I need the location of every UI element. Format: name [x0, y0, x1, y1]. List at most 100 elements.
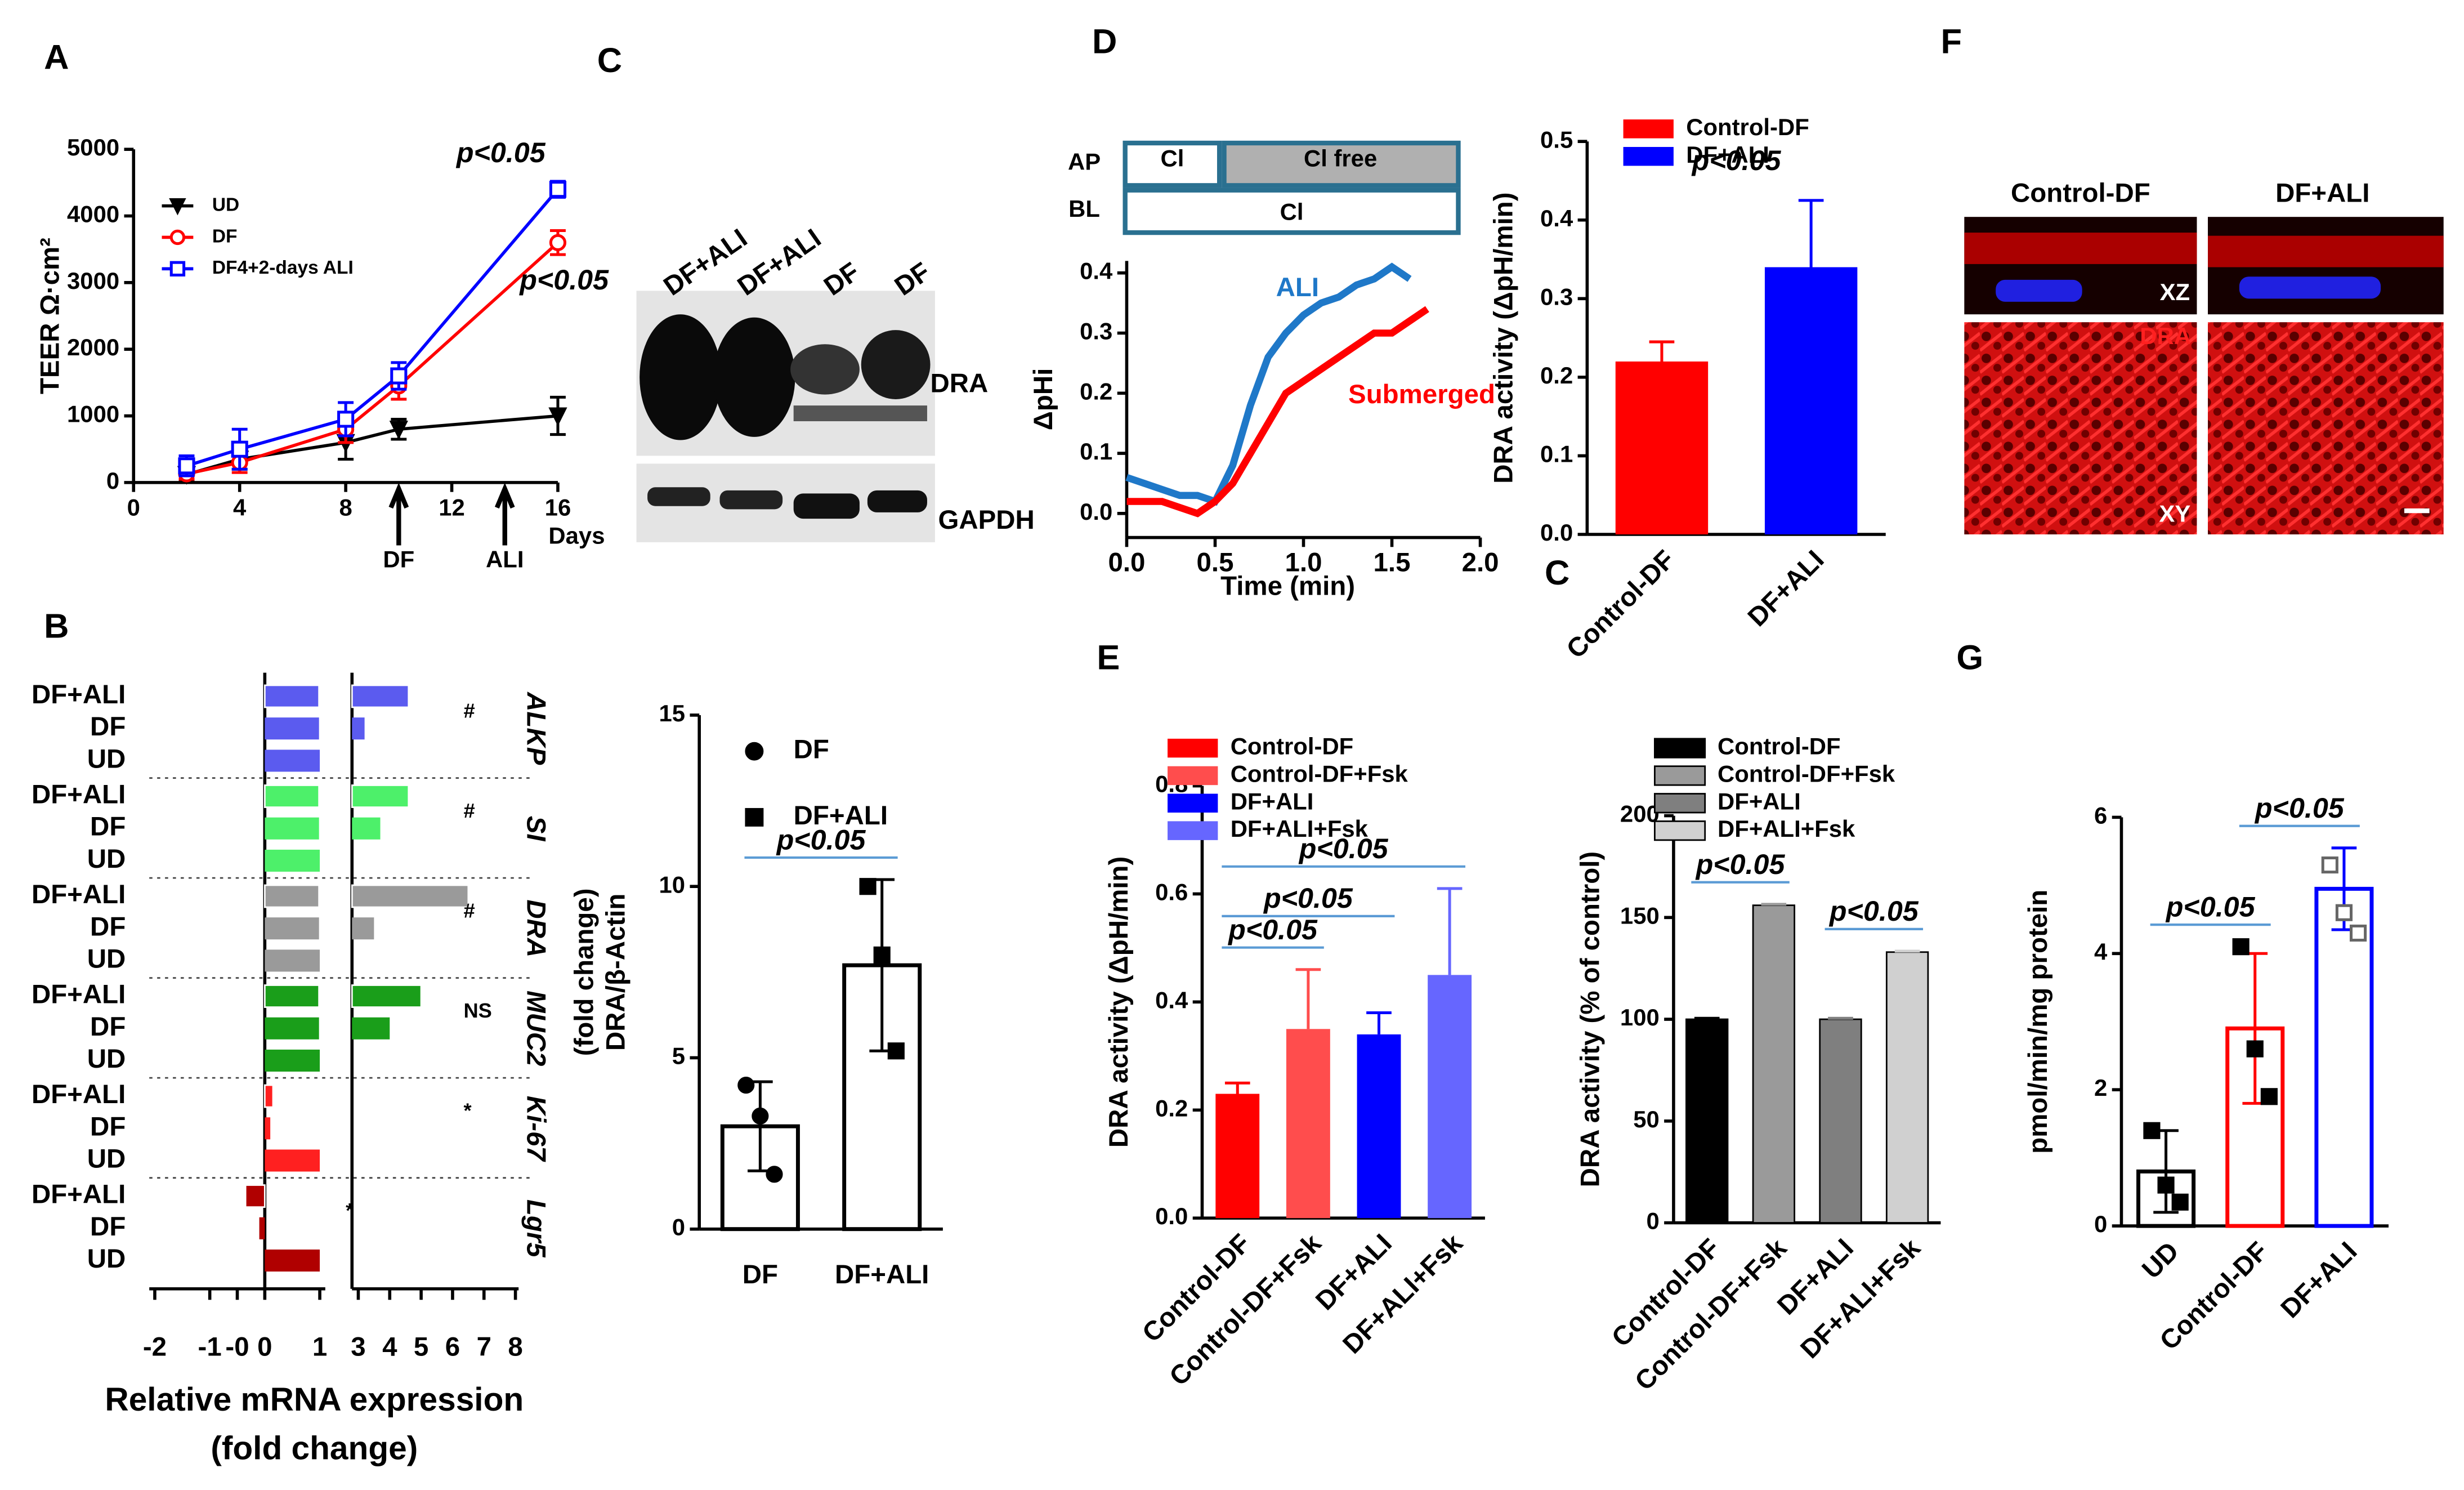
band — [647, 487, 710, 506]
marker — [2157, 1176, 2175, 1194]
category-label: DF+ALI — [32, 1180, 126, 1210]
x-tick-label: -1 — [198, 1332, 222, 1362]
bar — [265, 849, 320, 872]
legend-swatch — [1623, 146, 1674, 166]
marker — [2143, 1122, 2161, 1139]
y-tick-label: 4 — [2094, 938, 2108, 965]
error-bar — [1798, 199, 1824, 267]
bar — [1885, 951, 1929, 1224]
x-tick-label: DF+ALI — [1742, 545, 1830, 632]
x-tick-label: 5 — [414, 1332, 428, 1362]
bar — [1819, 1018, 1862, 1224]
group-label: SI — [521, 816, 551, 842]
x-tick-label: 16 — [545, 494, 571, 520]
error-bar — [1295, 968, 1321, 1029]
category-label: DF+ALI — [32, 880, 126, 909]
marker — [548, 407, 567, 426]
y-tick-label: 0.4 — [1080, 258, 1113, 284]
error-bar — [1828, 1016, 1853, 1020]
series-line — [1126, 306, 1429, 518]
category-label: DF — [90, 712, 126, 742]
marker — [737, 1077, 755, 1094]
legend-swatch — [1168, 793, 1218, 813]
significance-label: * — [463, 1099, 472, 1122]
bar — [263, 884, 320, 908]
legend-label: DF — [212, 226, 238, 247]
x-tick-label: 4 — [382, 1332, 397, 1362]
x-tick-label: 0 — [257, 1332, 272, 1362]
x-tick-label: -0 — [225, 1332, 249, 1362]
y-axis-label: pmol/min/mg protein — [2023, 890, 2053, 1154]
category-label: UD — [87, 1044, 126, 1074]
marker — [178, 457, 195, 475]
band — [793, 405, 927, 422]
images — [1964, 217, 2444, 534]
arrow — [388, 483, 409, 546]
y-tick-label: 4000 — [67, 201, 119, 227]
protocol-label: Cl free — [1304, 145, 1377, 172]
legend-swatch — [1168, 821, 1218, 840]
y-axis-label: DRA/β-Actin — [601, 894, 631, 1051]
legend-label: DF+ALI+Fsk — [1718, 815, 1855, 842]
image-xy — [2207, 322, 2444, 534]
band — [790, 344, 860, 395]
y-tick-label: 0.0 — [1540, 519, 1573, 546]
y-tick-label: 0.2 — [1080, 378, 1112, 404]
category-label: DF — [90, 812, 126, 842]
y-tick-label: 15 — [659, 700, 686, 726]
x-tick-label: 7 — [477, 1332, 491, 1362]
marker — [2232, 938, 2250, 956]
y-axis-label: TEER Ω·cm² — [35, 238, 65, 394]
y-tick-label: 0.3 — [1080, 318, 1112, 345]
marker — [887, 1042, 905, 1060]
nuclei — [2239, 276, 2381, 299]
bar — [352, 917, 374, 940]
y-tick-label: 0.6 — [1155, 879, 1188, 905]
category-label: DF — [90, 1212, 126, 1242]
y-tick-label: 0.3 — [1540, 283, 1573, 310]
y-axis-label: (fold change) — [570, 888, 600, 1056]
category-label: DF — [90, 912, 126, 942]
bar — [265, 817, 319, 840]
marker — [2349, 924, 2367, 942]
x-tick-label: 6 — [445, 1332, 460, 1362]
error-bar — [1366, 1011, 1392, 1034]
marker — [766, 1166, 783, 1183]
band — [861, 330, 931, 399]
x-tick-label: DF+ALI — [835, 1260, 929, 1290]
significance-label: p<0.05 — [518, 264, 609, 296]
y-tick-label: 0.0 — [1080, 498, 1112, 525]
y-tick-label: 6 — [2094, 802, 2107, 828]
bar — [263, 784, 320, 808]
bar — [2314, 886, 2374, 1228]
y-tick-label: 0.5 — [1540, 126, 1573, 153]
marker — [169, 229, 186, 246]
error-bar — [1694, 1016, 1720, 1020]
panel-label: F — [1940, 22, 1962, 61]
y-tick-label: 50 — [1633, 1106, 1660, 1132]
y-tick-label: 150 — [1620, 902, 1660, 929]
bar — [265, 717, 319, 740]
bar — [265, 1117, 271, 1140]
band-label: DRA — [931, 368, 989, 398]
band — [640, 314, 722, 440]
legend-swatch — [1168, 766, 1218, 786]
series-line — [1125, 262, 1412, 506]
marker — [549, 234, 567, 251]
x-tick-label: 3 — [351, 1332, 365, 1362]
y-axis-label: DRA activity (ΔpH/min) — [1489, 192, 1519, 483]
series-label: ALI — [1276, 273, 1319, 302]
bar — [352, 817, 381, 840]
panel-label: G — [1956, 638, 1983, 677]
x-axis-label: (fold change) — [211, 1430, 418, 1467]
marker — [169, 261, 186, 276]
legend-swatch — [1168, 738, 1218, 758]
y-tick-label: 200 — [1620, 801, 1660, 827]
bar — [1215, 1094, 1260, 1219]
panel-label: A — [44, 38, 69, 77]
significance-label: * — [346, 1199, 354, 1222]
x-axis-label: Time (min) — [1220, 571, 1355, 601]
significance-label: p<0.05 — [455, 137, 546, 168]
